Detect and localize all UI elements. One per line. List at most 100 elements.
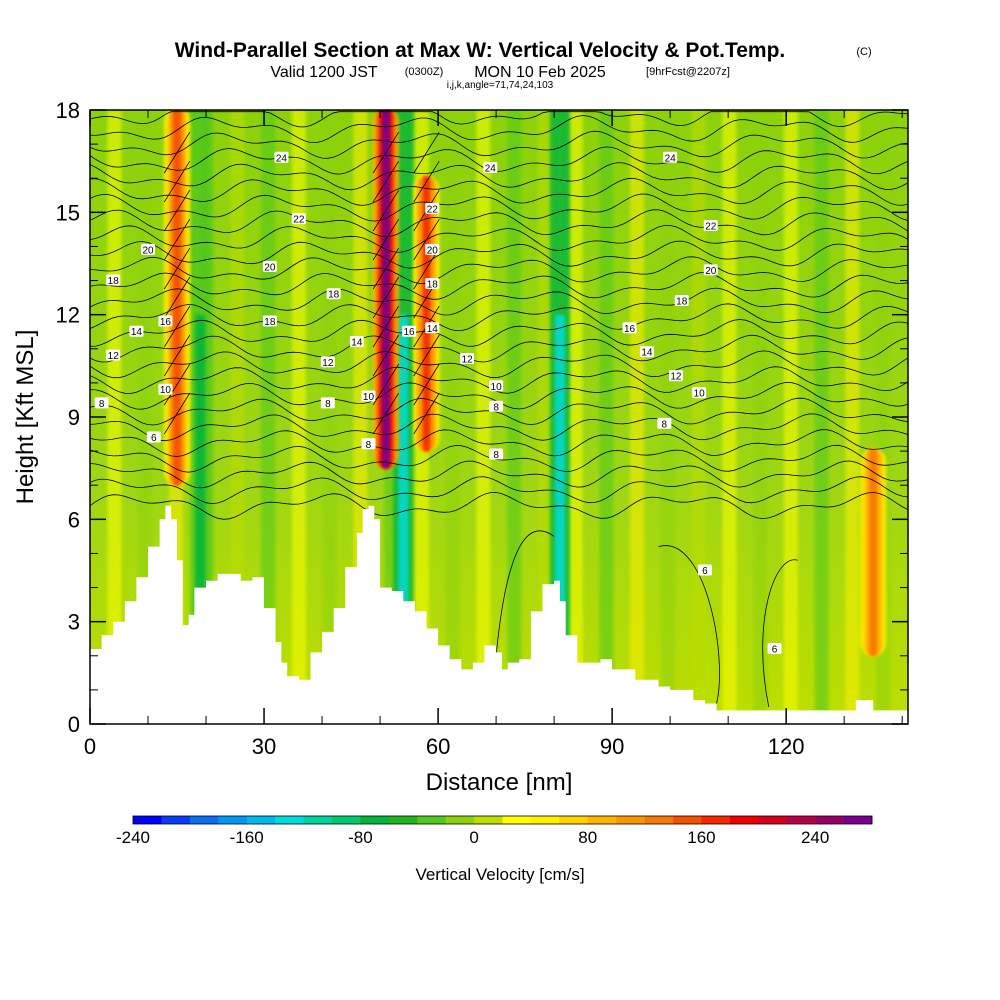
grid-indices: i,j,k,angle=71,74,24,103: [447, 80, 554, 91]
theta-label-bg: [425, 277, 440, 289]
theta-label: 8: [662, 419, 668, 430]
downdraft-core: [554, 314, 565, 656]
valid-date: MON 10 Feb 2025: [474, 64, 606, 81]
theta-contour: [90, 429, 908, 457]
colorbar-tick-label: 240: [801, 828, 829, 847]
theta-label-bg: [489, 380, 504, 392]
theta-label-bg: [291, 213, 306, 225]
colorbar-tick-label: -80: [348, 828, 373, 847]
colorbar-tick-label: -240: [116, 828, 150, 847]
theta-label: 20: [427, 245, 439, 256]
colorbar-tick-label: 80: [578, 828, 597, 847]
field-band: [599, 110, 614, 724]
theta-label-bg: [106, 274, 121, 286]
downdraft-core: [398, 314, 409, 656]
y-tick-label: 9: [68, 405, 80, 430]
theta-label-bg: [402, 325, 417, 337]
theta-label-bg: [489, 448, 504, 460]
field-band: [783, 110, 798, 724]
theta-label-bg: [262, 315, 277, 327]
theta-contour-segment: [163, 276, 191, 319]
theta-label: 16: [404, 327, 416, 338]
theta-contour-segment: [413, 131, 440, 174]
theta-label-bg: [703, 219, 718, 231]
theta-label: 12: [670, 372, 682, 383]
theta-label: 12: [108, 351, 120, 362]
field-band: [630, 110, 645, 724]
theta-contour: [90, 209, 908, 238]
colorbar-swatch: [843, 816, 873, 824]
colorbar-frame: [132, 815, 873, 825]
theta-contour: [90, 130, 908, 159]
theta-label-bg: [158, 315, 173, 327]
x-tick-label: 0: [84, 734, 96, 759]
theta-label: 10: [491, 382, 503, 393]
theta-label: 20: [705, 266, 717, 277]
theta-label-bg: [483, 161, 498, 173]
x-axis: 0 30 60 90 120: [84, 110, 903, 759]
title-tag: (C): [856, 46, 871, 58]
theta-contour: [90, 444, 908, 473]
theta-contour: [90, 366, 908, 394]
y-tick-label: 3: [68, 610, 80, 635]
colorbar-tick-label: 160: [687, 828, 715, 847]
theta-contour-segment: [163, 131, 191, 174]
x-tick-label: 90: [600, 734, 624, 759]
theta-label: 18: [108, 276, 120, 287]
theta-contour-segment: [163, 392, 191, 435]
valid-utc: (0300Z): [405, 66, 444, 78]
colorbar-swatch: [331, 816, 361, 824]
theta-contour: [90, 413, 908, 442]
colorbar-swatch: [189, 816, 219, 824]
colorbar-tick-label: -160: [230, 828, 264, 847]
theta-contour: [90, 177, 908, 206]
theta-label-bg: [158, 383, 173, 395]
colorbar-ticks: -240 -160 -80 0 80 160 240: [116, 828, 829, 847]
plot-area: 24 22 20 20 18 18 18 16 14 14 12 12 10 10 8 8 6 8 24 22 20 18…: [90, 110, 908, 724]
theta-label-bg: [361, 390, 376, 402]
theta-contour-segment: [372, 131, 399, 174]
theta-contour-segment: [372, 392, 399, 435]
terrain: [90, 505, 908, 724]
theta-contour: [90, 476, 908, 505]
theta-label-bg: [106, 349, 121, 361]
theta-contour: [90, 397, 908, 426]
colorbar-swatch: [729, 816, 759, 824]
theta-label: 14: [641, 348, 653, 359]
colorbar-swatch: [701, 816, 731, 824]
theta-label: 6: [702, 566, 708, 577]
theta-label: 18: [328, 290, 340, 301]
theta-label-bg: [141, 243, 156, 255]
theta-label: 6: [151, 433, 157, 444]
colorbar-swatch: [133, 816, 162, 824]
theta-label: 20: [264, 262, 276, 273]
theta-contour-labels: 24 22 20 20 18 18 18 16 14 14 12 12 10 10 8 8 6 8 24 22 20 18…: [94, 151, 782, 655]
colorbar-swatch: [559, 816, 589, 824]
theta-label-bg: [460, 353, 475, 365]
theta-label: 22: [427, 204, 439, 215]
theta-label-bg: [697, 564, 712, 576]
field-band: [691, 110, 706, 724]
theta-label-bg: [692, 387, 707, 399]
theta-label: 24: [665, 153, 677, 164]
theta-label-bg: [94, 397, 109, 409]
theta-label: 8: [493, 402, 499, 413]
theta-contour-segment: [413, 334, 440, 377]
theta-label: 22: [705, 221, 717, 232]
theta-contour-segment: [372, 218, 399, 261]
theta-label: 14: [351, 337, 363, 348]
theta-contour-segment: [372, 247, 399, 290]
theta-contour-segment: [413, 160, 440, 203]
field-band: [753, 110, 768, 724]
colorbar-swatch: [417, 816, 446, 824]
theta-label: 24: [485, 163, 497, 174]
theta-contour-segment: [163, 363, 191, 406]
theta-label: 18: [676, 297, 688, 308]
y-tick-label: 18: [56, 98, 80, 123]
theta-contour: [90, 334, 908, 363]
theta-label: 14: [427, 324, 439, 335]
theta-contour: [90, 319, 908, 347]
theta-label: 20: [142, 245, 154, 256]
field-band: [476, 110, 491, 724]
